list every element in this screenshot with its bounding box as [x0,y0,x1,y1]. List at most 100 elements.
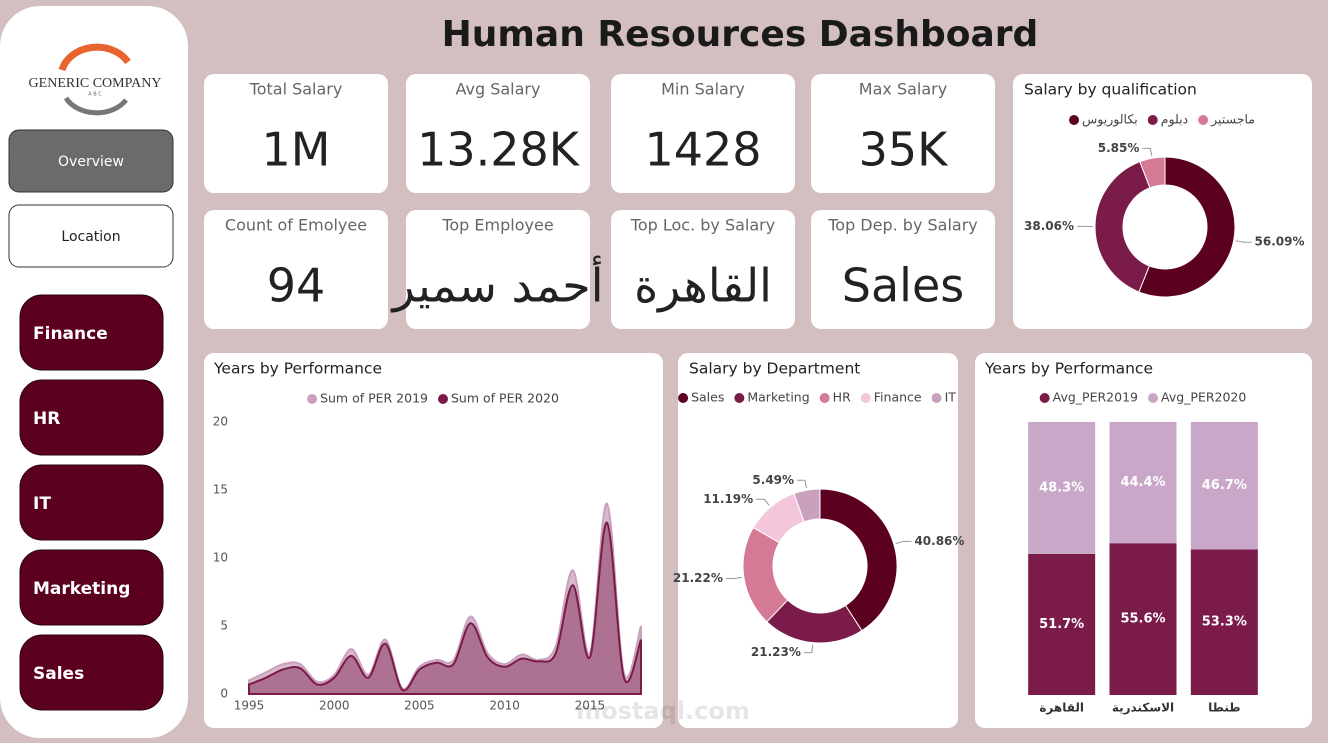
x-tick-label: 2010 [489,699,520,713]
department-button[interactable]: Sales [19,634,164,711]
department-button-bg [19,464,164,541]
y-tick-label: 20 [213,415,228,429]
kpi-label: Count of Emolyee [225,216,367,235]
kpi-value: القاهرة [634,259,772,314]
x-tick-label: 2000 [319,699,350,713]
leader-line [895,540,912,545]
department-button[interactable]: Finance [19,294,164,371]
department-button[interactable]: IT [19,464,164,541]
bar-segment [1028,422,1096,554]
kpi-value: Sales [842,259,964,313]
donut-slice [793,488,821,523]
y-tick-label: 0 [220,687,228,701]
bar-segment [1190,549,1258,695]
kpi-card: Max Salary 35K [811,74,995,193]
data-label: 44.4% [1120,475,1165,490]
legend: Sales Marketing HR Finance IT [678,390,956,405]
nav-button[interactable]: Location [8,204,174,268]
department-button-bg [19,549,164,626]
logo: GENERIC COMPANY A B C [29,43,162,116]
chart-card: Years by Performance Sum of PER 2019 Sum o… [204,353,663,728]
nav-button-bg [8,129,174,193]
logo-swoosh [63,96,128,116]
nav-button-bg [8,204,174,268]
legend-label: Sum of PER 2019 [320,391,428,406]
bar-segment [1109,422,1177,544]
data-label: 21.22% [673,571,723,585]
data-label: 48.3% [1039,480,1084,495]
donut-slice [819,488,898,632]
kpi-card: Min Salary 1428 [611,74,795,193]
y-tick-label: 5 [220,619,228,633]
kpi-value: 1M [262,123,331,177]
logo-tagline: A B C [88,92,102,98]
leader-line [1235,240,1252,243]
y-tick-label: 15 [213,483,228,497]
department-button-label: Marketing [33,579,130,599]
department-button-bg [19,634,164,711]
data-label: 21.23% [751,645,801,659]
legend-label: Sales [691,390,724,405]
data-label: 56.09% [1255,235,1305,249]
kpi-label: Top Dep. by Salary [827,216,978,235]
legend-marker [1147,115,1158,125]
department-button[interactable]: HR [19,379,164,456]
data-label: 46.7% [1202,478,1247,493]
data-label: 55.6% [1120,612,1165,627]
legend-marker [1148,393,1158,403]
department-button-label: Sales [33,664,84,684]
nav-button-label: Location [61,229,120,245]
kpi-label: Total Salary [249,80,343,99]
chart-card: Years by Performance Avg_PER2019 Avg_PER20… [975,353,1312,728]
department-button-label: Finance [33,324,108,344]
department-button-bg [19,379,164,456]
logo-name: GENERIC COMPANY [29,76,162,91]
kpi-value: أحمد سمير [391,256,604,314]
watermark: mostaql.com [576,697,750,725]
kpi-card-bg [406,210,590,329]
legend-marker [678,393,689,403]
bar-segment [1028,553,1096,695]
kpi-card-bg [811,74,995,193]
chart-card: Salary by Department Sales Marketing HR Fina… [673,353,964,728]
legend-label: Marketing [747,390,809,405]
x-tick-label: الاسكندرية [1112,701,1174,715]
legend-label: Finance [874,390,922,405]
chart-card-bg [1013,74,1312,329]
chart-title: Years by Performance [213,360,382,378]
chart-title: Salary by Department [689,360,860,378]
data-label: 5.49% [752,473,794,487]
kpi-label: Top Loc. by Salary [630,216,775,235]
legend-marker [860,393,871,403]
legend-label: Sum of PER 2020 [451,391,559,406]
legend-marker [1069,115,1080,125]
kpi-label: Top Employee [441,216,553,235]
y-tick-label: 10 [213,551,228,565]
sidebar [0,6,188,738]
legend: بكالوريوس دبلوم ماجستير [1069,112,1255,128]
nav-button[interactable]: Overview [8,129,174,193]
department-button-label: HR [33,409,60,429]
kpi-card: Top Loc. by Salary القاهرة [611,210,795,329]
chart-card: Salary by qualification بكالوريوس دبلوم ماج… [1013,74,1312,329]
legend: Avg_PER2019 Avg_PER2020 [1039,390,1246,405]
legend-label: ماجستير [1210,112,1255,128]
donut-slice [1139,156,1166,189]
x-tick-label: 2015 [575,699,606,713]
chart-card-bg [678,353,958,728]
data-label: 5.85% [1098,141,1140,155]
dashboard-title: Human Resources Dashboard [442,14,1039,55]
leader-line [1142,147,1153,157]
kpi-card-bg [204,74,388,193]
legend-label: Avg_PER2020 [1161,390,1246,405]
donut-slice [1138,156,1236,298]
department-button[interactable]: Marketing [19,549,164,626]
kpi-value: 35K [859,123,950,177]
chart-title: Years by Performance [984,360,1153,378]
chart-title: Salary by qualification [1024,81,1197,99]
chart-card-bg [204,353,663,728]
legend-marker [931,393,942,403]
kpi-card: Avg Salary 13.28K [406,74,590,193]
legend-label: IT [945,390,957,405]
legend-marker [734,393,745,403]
